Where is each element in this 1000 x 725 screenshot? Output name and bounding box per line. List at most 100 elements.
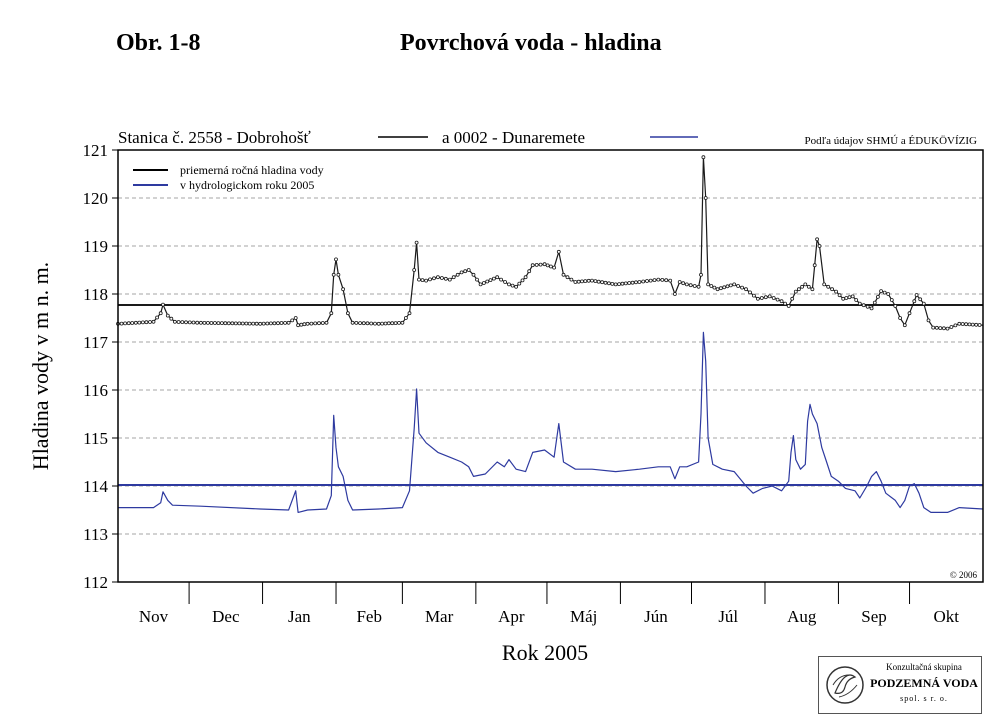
series-point <box>882 290 887 295</box>
series-point <box>471 272 476 277</box>
series-point <box>652 278 657 283</box>
series-point <box>137 320 142 325</box>
series-point <box>703 196 708 200</box>
grid-lines <box>118 197 983 535</box>
y-tick-label: 119 <box>83 237 108 256</box>
series-point <box>692 284 697 288</box>
x-tick-label: Dec <box>212 607 240 626</box>
figure-label: Obr. 1-8 <box>116 30 201 56</box>
series-point <box>914 293 919 297</box>
y-tick-label: 117 <box>83 333 108 352</box>
series-point <box>620 281 625 286</box>
series-point <box>320 321 325 325</box>
series-point <box>520 278 525 283</box>
series-point <box>656 277 661 282</box>
series-point <box>844 296 849 300</box>
series-point <box>334 257 338 262</box>
series-point <box>365 321 370 326</box>
series-point <box>926 318 931 323</box>
series-point <box>400 320 405 325</box>
series-point <box>664 278 669 283</box>
series-point <box>600 280 604 285</box>
series-point <box>290 318 295 323</box>
copyright-note: © 2006 <box>950 570 978 580</box>
series-point <box>837 293 842 298</box>
series-point <box>613 282 618 287</box>
series-point <box>938 326 943 331</box>
series-point <box>276 321 280 326</box>
series-point <box>627 281 632 285</box>
series-point <box>530 263 535 268</box>
x-tick-label: Jún <box>644 607 668 626</box>
series-point <box>732 282 737 287</box>
series-point <box>812 263 817 268</box>
series-point <box>889 298 894 302</box>
series-point <box>507 282 511 287</box>
series-point <box>561 272 566 277</box>
series-point <box>296 323 301 328</box>
series-point <box>775 297 780 302</box>
legend-bg <box>128 156 368 196</box>
series-point <box>380 321 385 326</box>
series-point <box>279 321 284 325</box>
figure-title: Povrchová voda - hladina <box>400 30 662 56</box>
series-point <box>237 321 242 326</box>
logo-line3: spol. s r. o. <box>900 694 948 703</box>
series-point <box>648 278 653 283</box>
x-axis-label: Rok 2005 <box>502 640 588 665</box>
y-axis: 112 113 114 115 116 117 118 119 120 121 <box>83 141 118 592</box>
series-point <box>847 295 852 300</box>
series-point <box>350 320 355 325</box>
series-point <box>226 321 231 326</box>
series-point <box>216 321 221 326</box>
series-point <box>931 325 936 330</box>
series-point <box>942 326 946 331</box>
series-point <box>176 320 181 324</box>
x-tick-label: Nov <box>139 607 169 626</box>
series-point <box>475 277 479 282</box>
series-point <box>771 296 776 300</box>
series-point <box>514 284 518 289</box>
series-point <box>345 311 350 316</box>
series-point <box>205 320 210 325</box>
x-tick-label: Jan <box>288 607 311 626</box>
series-point <box>668 278 673 283</box>
series-point <box>576 279 581 284</box>
series-point <box>688 283 693 288</box>
series-point <box>383 321 388 326</box>
series-layer <box>116 155 984 513</box>
series-point <box>158 311 163 316</box>
series-point <box>302 322 307 327</box>
series-point <box>740 285 744 290</box>
series-point <box>610 281 615 286</box>
series-point <box>869 306 874 311</box>
series-point <box>376 321 381 326</box>
station1-label: Stanica č. 2558 - Dobrohošť <box>118 128 311 147</box>
series-point <box>934 325 939 330</box>
company-logo: Konzultačná skupina PODZEMNÁ VODA spol. … <box>818 656 982 714</box>
y-tick-label: 120 <box>83 189 109 208</box>
series-point <box>902 323 907 328</box>
series-point <box>195 320 200 325</box>
series-point <box>967 322 972 327</box>
series-point <box>358 321 363 326</box>
series-point <box>573 280 578 284</box>
series-point <box>681 281 686 286</box>
series-point <box>503 280 508 284</box>
series-point <box>542 262 547 267</box>
series-point <box>223 321 228 326</box>
series-point <box>420 278 425 283</box>
series-point <box>645 279 649 283</box>
y-axis-label: Hladina vody v m n. m. <box>28 262 53 470</box>
series-point <box>945 326 950 331</box>
x-tick-label: Feb <box>356 607 382 626</box>
y-tick-label: 113 <box>83 525 108 544</box>
series-point <box>240 321 245 326</box>
series-line-1 <box>118 331 984 513</box>
series-point <box>424 278 429 283</box>
series-point <box>299 322 304 327</box>
series-point <box>184 320 188 325</box>
series-point <box>634 280 638 285</box>
series-point <box>876 294 880 299</box>
series-point <box>187 320 192 325</box>
